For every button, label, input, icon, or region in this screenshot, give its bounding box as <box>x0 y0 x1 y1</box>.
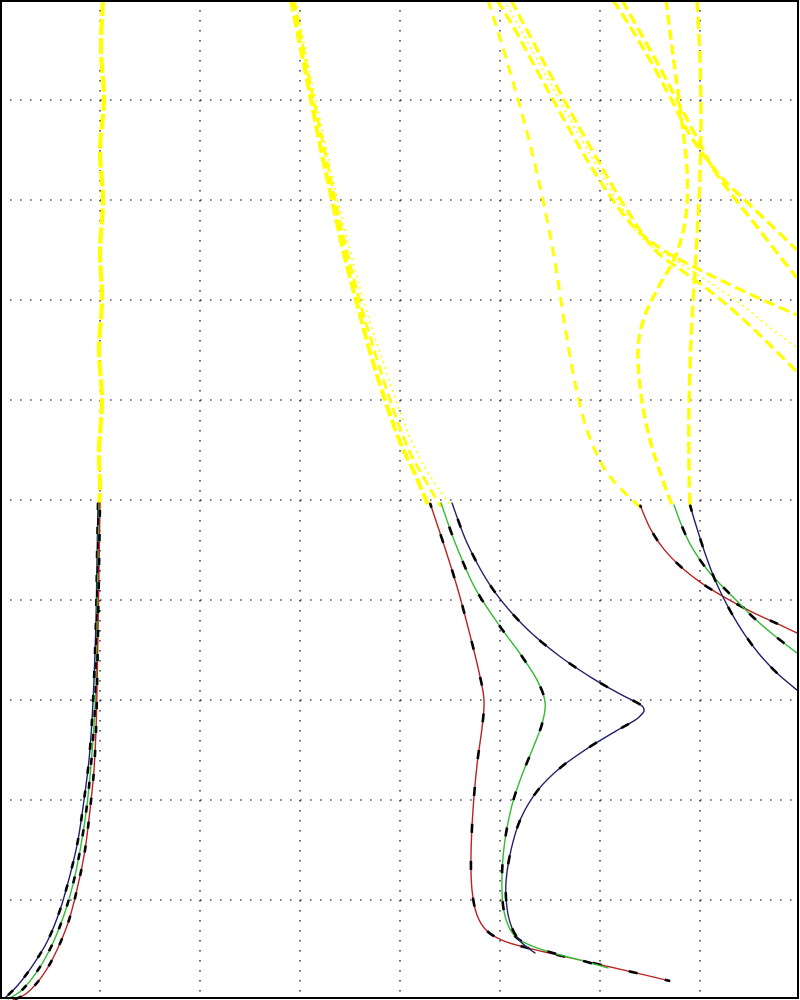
series-yellow-diagonal-b1 <box>611 0 799 252</box>
series-mid-profile-red-black-dash-markers <box>428 502 671 983</box>
series-left-profile-green-black-dash-markers <box>7 502 101 1000</box>
series-right-profile-blue-black-dash-markers <box>688 504 798 691</box>
series-left-profile-blue-black-dash-markers <box>5 502 100 998</box>
series-right-profile-blue <box>689 504 798 691</box>
series-yellow-diagonal-b2 <box>620 0 799 280</box>
series-yellow-diagonal-a1 <box>495 0 798 317</box>
series-left-profile-green <box>7 502 100 1000</box>
series-right-profile-red-black-dash-markers <box>638 504 798 635</box>
series-yellow-diagonal-a3 <box>509 0 799 374</box>
series-yellow-vertical-wavy <box>636 0 690 508</box>
series-mid-profile-blue <box>451 502 645 954</box>
series-left-profile-red-black-dash-markers <box>12 502 102 1000</box>
series-right-profile-green-black-dash-markers <box>672 504 798 655</box>
series-yellow-vertical-right <box>687 0 703 508</box>
series-yellow-left-vertical <box>96 0 107 508</box>
series-mid-profile-green-black-dash-markers <box>439 502 609 970</box>
series-right-profile-green <box>673 504 798 654</box>
series-right-profile-red <box>639 504 798 634</box>
series-mid-profile-green <box>440 502 609 969</box>
series-mid-profile-red <box>429 502 671 982</box>
series-yellow-mid-band-2 <box>292 0 443 508</box>
series-yellow-steep-to-right-red <box>486 0 642 509</box>
series-left-profile-red <box>12 502 101 1000</box>
series-yellow-mid-band-3-dotted <box>295 0 453 508</box>
curve-series <box>5 0 799 1000</box>
series-left-profile-blue <box>5 502 99 998</box>
series-yellow-mid-band-1 <box>289 0 430 506</box>
